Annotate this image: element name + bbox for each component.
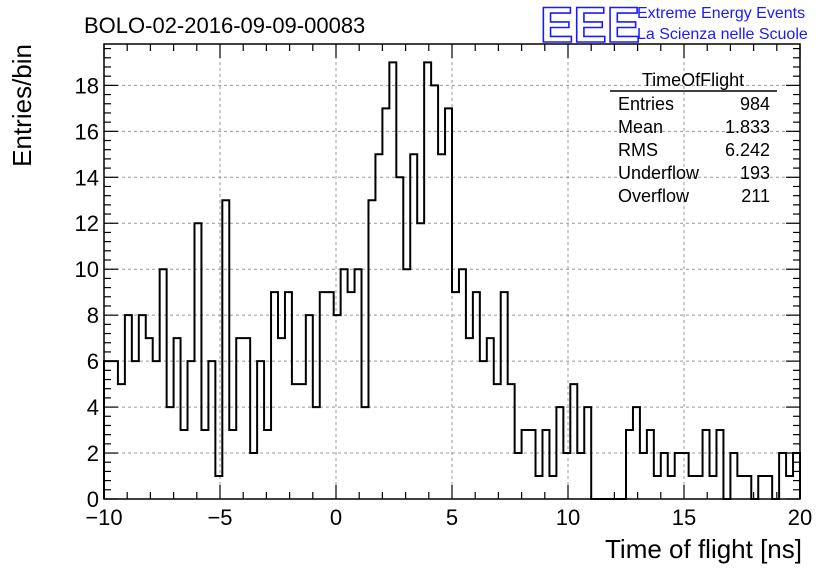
stats-row-label: Mean: [618, 117, 663, 137]
stats-row-value: 193: [740, 163, 770, 183]
stats-row-value: 6.242: [725, 140, 770, 160]
run-title: BOLO-02-2016-09-09-00083: [84, 13, 365, 38]
stats-row-label: RMS: [618, 140, 658, 160]
stats-row-label: Entries: [618, 94, 674, 114]
y-tick-label: 6: [87, 349, 99, 374]
histogram-outline: [103, 61, 801, 500]
x-tick-label: 15: [672, 505, 696, 530]
logo-line-2: La Scienza nelle Scuole: [637, 26, 808, 43]
y-tick-label: 16: [75, 119, 99, 144]
histogram-layer: [103, 61, 801, 500]
stats-row-label: Underflow: [618, 163, 700, 183]
y-tick-label: 8: [87, 303, 99, 328]
y-tick-label: 0: [87, 487, 99, 512]
x-tick-label: 20: [788, 505, 812, 530]
x-axis-label: Time of flight [ns]: [605, 534, 802, 564]
stats-row-label: Overflow: [618, 186, 690, 206]
y-tick-label: 14: [75, 165, 99, 190]
y-tick-label: 10: [75, 257, 99, 282]
stats-row-value: 211: [741, 186, 770, 206]
x-tick-label: 5: [446, 505, 458, 530]
x-tick-label: −10: [85, 505, 122, 530]
tick-layer: [103, 44, 801, 500]
x-tick-label: −5: [207, 505, 232, 530]
x-tick-label: 0: [330, 505, 342, 530]
stats-row-value: 984: [740, 94, 770, 114]
tick-label-layer: −10 −5 0 5 10 15 20 0 2 4 6 8 10 12 14 16 18: [75, 73, 813, 530]
y-tick-label: 12: [75, 211, 99, 236]
y-tick-label: 2: [87, 441, 99, 466]
y-tick-label: 18: [75, 73, 99, 98]
eee-logo: EEE: [540, 0, 640, 53]
stats-box: TimeOfFlight Entries 984 Mean 1.833 RMS 6.242…: [610, 70, 777, 206]
stats-row-value: 1.833: [725, 117, 770, 137]
y-tick-label: 4: [87, 395, 99, 420]
logo-line-1: Extreme Energy Events: [637, 5, 805, 22]
stats-rows: Entries 984 Mean 1.833 RMS 6.242 Underflow 193 O…: [618, 94, 770, 206]
y-axis-label: Entries/bin: [7, 44, 37, 167]
x-tick-label: 10: [556, 505, 580, 530]
stats-title: TimeOfFlight: [642, 70, 744, 90]
